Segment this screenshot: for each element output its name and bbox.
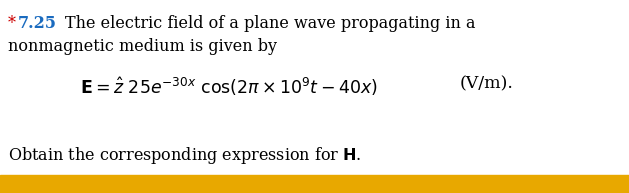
- Text: *: *: [8, 15, 16, 32]
- Text: nonmagnetic medium is given by: nonmagnetic medium is given by: [8, 38, 277, 55]
- Text: (V/m).: (V/m).: [460, 75, 514, 92]
- Text: Obtain the corresponding expression for $\mathbf{H}$.: Obtain the corresponding expression for …: [8, 145, 362, 166]
- Text: The electric field of a plane wave propagating in a: The electric field of a plane wave propa…: [65, 15, 476, 32]
- Bar: [0, 175, 629, 193]
- Text: $\mathbf{E} = \hat{z}\ 25e^{-30x}\ \cos(2\pi \times 10^{9}t - 40x)$: $\mathbf{E} = \hat{z}\ 25e^{-30x}\ \cos(…: [80, 75, 378, 98]
- Text: 7.25: 7.25: [18, 15, 57, 32]
